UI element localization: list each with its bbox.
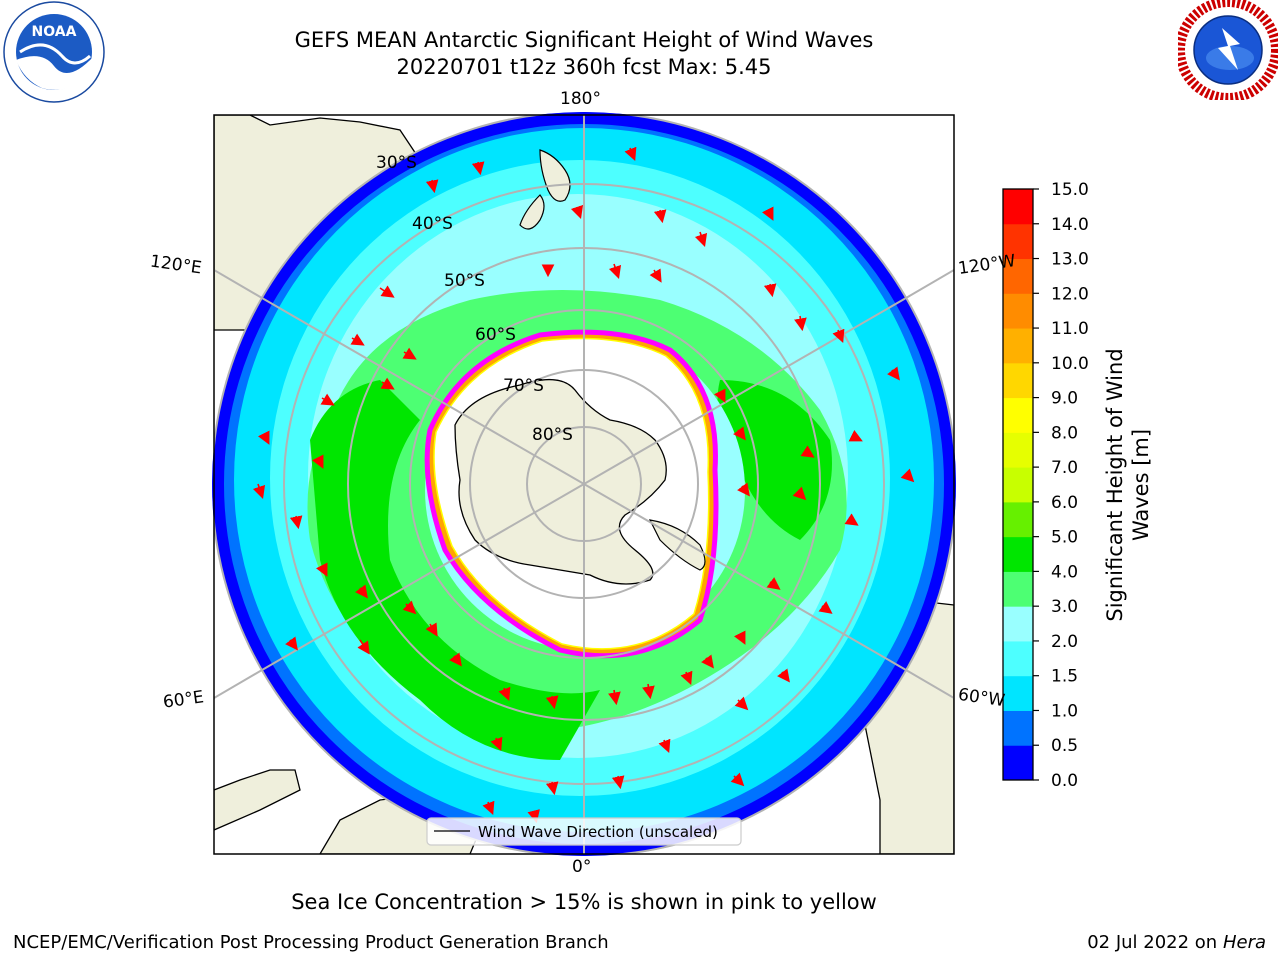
colorbar-tick-label: 12.0 <box>1051 284 1089 304</box>
colorbar-segment <box>1003 362 1033 399</box>
colorbar-segment <box>1003 710 1033 746</box>
map-frame <box>213 114 955 855</box>
colorbar-tick-label: 1.5 <box>1051 667 1078 687</box>
colorbar-tick-label: 6.0 <box>1051 493 1078 513</box>
lat-label-40s: 40°S <box>412 214 453 234</box>
lat-label-60s: 60°S <box>475 325 516 345</box>
arrow-legend: Wind Wave Direction (unscaled) <box>426 817 742 846</box>
credit-text: NCEP/EMC/Verification Post Processing Pr… <box>13 932 609 953</box>
date-credit: 02 Jul 2022 on Hera <box>1087 932 1266 953</box>
lon-label-180: 180° <box>560 89 601 109</box>
colorbar-segment <box>1003 536 1033 572</box>
colorbar-segment <box>1003 258 1033 294</box>
date-text: 02 Jul 2022 on <box>1087 932 1218 953</box>
colorbar-label-line1: Significant Height of Wind <box>1103 348 1127 621</box>
graticule <box>214 115 954 854</box>
colorbar-segment <box>1003 606 1033 642</box>
colorbar-tick-label: 13.0 <box>1051 250 1089 270</box>
noaa-logo-icon: NOAA <box>3 1 105 103</box>
colorbar-segment <box>1003 189 1033 225</box>
nws-logo-icon <box>1178 0 1278 100</box>
machine-name: Hera <box>1222 932 1266 953</box>
colorbar-tick-label: 11.0 <box>1051 319 1089 339</box>
colorbar-segment <box>1003 501 1033 538</box>
lat-label-30s: 30°S <box>376 153 417 173</box>
colorbar-tick-label: 15.0 <box>1051 180 1089 200</box>
map-subtitle: 20220701 t12z 360h fcst Max: 5.45 <box>396 55 772 79</box>
colorbar-segment <box>1003 640 1033 677</box>
colorbar-tick-label: 14.0 <box>1051 215 1089 235</box>
colorbar-tick-label: 9.0 <box>1051 389 1078 409</box>
colorbar-tick-label: 7.0 <box>1051 458 1078 478</box>
colorbar-tick-label: 3.0 <box>1051 597 1078 617</box>
noaa-logo-text: NOAA <box>32 24 77 40</box>
colorbar-tick-label: 4.0 <box>1051 562 1078 582</box>
colorbar: 0.0 0.5 1.0 1.5 2.0 3.0 4.0 5.0 6.0 7.0 8.0 9.0 10.0… <box>1002 180 1089 791</box>
colorbar-tick-label: 0.5 <box>1051 736 1078 756</box>
wind-wave-arrows <box>252 146 915 824</box>
colorbar-segment <box>1003 571 1033 607</box>
colorbar-tick-label: 5.0 <box>1051 528 1078 548</box>
colorbar-tick-label: 10.0 <box>1051 354 1089 374</box>
colorbar-label: Significant Height of Wind Waves [m] <box>1103 348 1153 621</box>
lon-label-0: 0° <box>572 857 592 877</box>
colorbar-tick-label: 8.0 <box>1051 423 1078 443</box>
colorbar-label-line2: Waves [m] <box>1129 429 1153 541</box>
colorbar-segment <box>1003 223 1033 260</box>
colorbar-tick-label: 1.0 <box>1051 701 1078 721</box>
legend-label: Wind Wave Direction (unscaled) <box>478 823 718 841</box>
colorbar-segment <box>1003 745 1033 781</box>
colorbar-frame <box>1002 188 1034 781</box>
lat-label-70s: 70°S <box>503 376 544 396</box>
colorbar-segment <box>1003 397 1033 433</box>
lat-label-80s: 80°S <box>532 425 573 445</box>
colorbar-segment <box>1003 293 1033 329</box>
sea-ice-note: Sea Ice Concentration > 15% is shown in … <box>291 890 877 914</box>
map-title: GEFS MEAN Antarctic Significant Height o… <box>294 28 874 52</box>
lat-label-50s: 50°S <box>444 271 485 291</box>
colorbar-segment <box>1003 328 1033 364</box>
colorbar-segment <box>1003 467 1033 503</box>
colorbar-tick-label: 0.0 <box>1051 771 1078 791</box>
colorbar-segment <box>1003 432 1033 468</box>
colorbar-tick-label: 2.0 <box>1051 632 1078 652</box>
colorbar-segment <box>1003 675 1033 711</box>
